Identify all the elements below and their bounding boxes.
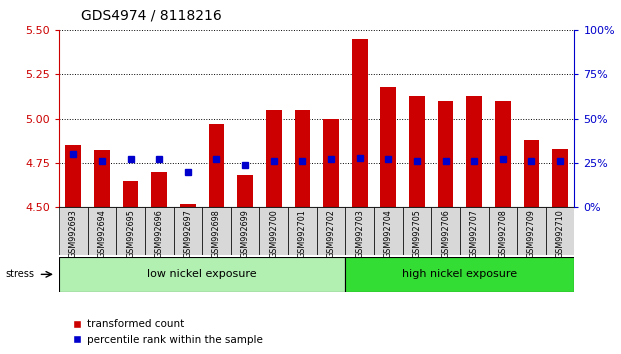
Text: GSM992700: GSM992700 [270, 210, 278, 258]
Text: GSM992702: GSM992702 [327, 210, 335, 258]
Bar [123, 181, 138, 207]
Bar [94, 150, 110, 207]
Text: GSM992695: GSM992695 [126, 210, 135, 258]
Bar [409, 96, 425, 207]
Bar [59, 257, 345, 292]
Text: GSM992701: GSM992701 [298, 210, 307, 258]
Bar [438, 101, 453, 207]
Bar [345, 257, 574, 292]
Text: GSM992698: GSM992698 [212, 210, 221, 258]
Bar [374, 207, 402, 255]
Text: GSM992707: GSM992707 [469, 210, 479, 258]
Bar [294, 110, 310, 207]
Text: GSM992709: GSM992709 [527, 210, 536, 258]
Text: GSM992697: GSM992697 [183, 210, 193, 258]
Bar [209, 124, 224, 207]
Bar [495, 101, 510, 207]
Legend: transformed count, percentile rank within the sample: transformed count, percentile rank withi… [67, 315, 267, 349]
Bar [180, 204, 196, 207]
Bar [323, 119, 339, 207]
Bar [65, 145, 81, 207]
Bar [546, 207, 574, 255]
Bar [460, 207, 489, 255]
Bar [552, 149, 568, 207]
Bar [402, 207, 431, 255]
Text: GSM992696: GSM992696 [155, 210, 164, 258]
Bar [351, 39, 368, 207]
Text: GSM992708: GSM992708 [498, 210, 507, 258]
Bar [431, 207, 460, 255]
Bar [173, 207, 202, 255]
Bar [345, 207, 374, 255]
Bar [202, 207, 231, 255]
Text: GSM992699: GSM992699 [240, 210, 250, 258]
Text: high nickel exposure: high nickel exposure [402, 269, 517, 279]
Bar [237, 175, 253, 207]
Bar [260, 207, 288, 255]
Bar [152, 172, 167, 207]
Bar [116, 207, 145, 255]
Bar [466, 96, 482, 207]
Text: GSM992705: GSM992705 [412, 210, 422, 258]
Bar [381, 87, 396, 207]
Bar [288, 207, 317, 255]
Bar [145, 207, 173, 255]
Bar [59, 207, 88, 255]
Text: GSM992706: GSM992706 [441, 210, 450, 258]
Bar [266, 110, 282, 207]
Text: GSM992703: GSM992703 [355, 210, 364, 258]
Bar [524, 140, 540, 207]
Text: GSM992693: GSM992693 [69, 210, 78, 258]
Text: GSM992710: GSM992710 [556, 210, 564, 258]
Bar [231, 207, 260, 255]
Text: low nickel exposure: low nickel exposure [147, 269, 257, 279]
Text: GDS4974 / 8118216: GDS4974 / 8118216 [81, 9, 222, 23]
Text: GSM992694: GSM992694 [97, 210, 106, 258]
Bar [517, 207, 546, 255]
Text: stress: stress [5, 269, 34, 279]
Bar [489, 207, 517, 255]
Text: GSM992704: GSM992704 [384, 210, 393, 258]
Bar [88, 207, 116, 255]
Bar [317, 207, 345, 255]
